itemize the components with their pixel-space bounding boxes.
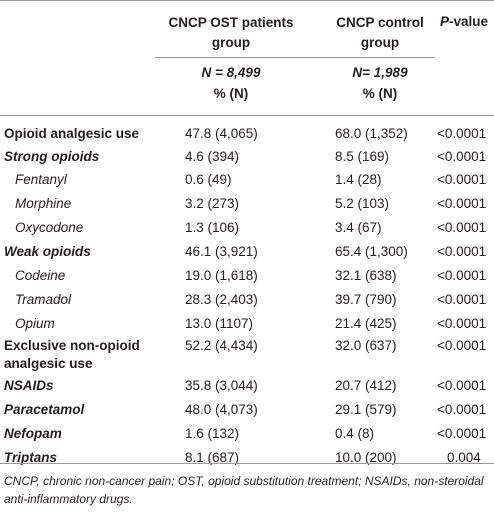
n1-label: N <box>201 65 212 80</box>
row-value-control: 1.4 (28) <box>335 172 382 187</box>
row-label: Morphine <box>15 196 72 211</box>
row-value-control: 32.0 (637) <box>335 338 397 353</box>
row-value-control: 5.2 (103) <box>335 196 390 211</box>
row-p-value: <0.0001 <box>437 316 487 331</box>
row-value-control: 0.4 (8) <box>335 426 375 441</box>
row-p-value: <0.0001 <box>437 172 487 187</box>
n2-value: = 1,989 <box>362 65 408 80</box>
row-value-control: 10.0 (200) <box>335 450 397 465</box>
row-value-ost: 8.1 (687) <box>185 450 240 465</box>
row-value-control: 29.1 (579) <box>335 402 397 417</box>
row-value-control: 65.4 (1,300) <box>335 244 408 259</box>
row-label: Exclusive non-opioid analgesic use <box>4 338 140 371</box>
row-value-ost: 28.3 (2,403) <box>185 292 258 307</box>
row-label: Strong opioids <box>4 149 100 164</box>
row-value-control: 68.0 (1,352) <box>335 126 408 141</box>
row-value-ost: 46.1 (3,921) <box>185 244 258 259</box>
row-value-ost: 19.0 (1,618) <box>185 268 258 283</box>
row-p-value: <0.0001 <box>437 244 487 259</box>
header-p-italic: P <box>439 14 449 29</box>
row-label: Triptans <box>4 450 58 465</box>
unit1-text: % (N) <box>213 86 249 101</box>
row-p-value: <0.0001 <box>437 378 487 393</box>
row-label: Oxycodone <box>15 220 84 235</box>
row-value-control: 8.5 (169) <box>335 149 390 164</box>
top-rule <box>0 0 494 1</box>
row-value-control: 20.7 (412) <box>335 378 397 393</box>
n-col1: N = 8,499 <box>155 64 307 82</box>
row-label: Codeine <box>15 268 66 283</box>
row-p-value: <0.0001 <box>437 292 487 307</box>
row-value-control: 32.1 (638) <box>335 268 397 283</box>
row-label: Opioid analgesic use <box>4 126 140 141</box>
n-col2: N= 1,989 <box>304 64 456 82</box>
row-p-value: <0.0001 <box>437 220 487 235</box>
table-footnote: CNCP, chronic non-cancer pain; OST, opio… <box>4 474 484 506</box>
bottom-rule <box>0 463 494 464</box>
row-value-ost: 4.6 (394) <box>185 149 240 164</box>
row-label: NSAIDs <box>4 378 54 393</box>
header-rule <box>155 57 435 58</box>
row-p-value: <0.0001 <box>437 268 487 283</box>
unit-col1: % (N) <box>155 85 307 103</box>
row-p-value: <0.0001 <box>437 126 487 141</box>
row-label: Tramadol <box>15 292 72 307</box>
header-col2: CNCP control group <box>330 13 430 53</box>
row-p-value: 0.004 <box>447 450 481 465</box>
row-value-ost: 35.8 (3,044) <box>185 378 258 393</box>
row-value-ost: 47.8 (4,065) <box>185 126 258 141</box>
header-col2-text: CNCP control group <box>336 15 424 50</box>
row-value-ost: 3.2 (273) <box>185 196 240 211</box>
row-p-value: <0.0001 <box>437 402 487 417</box>
row-label: Nefopam <box>4 426 62 441</box>
unit-col2: % (N) <box>304 85 456 103</box>
header-col3: P-value <box>435 13 493 31</box>
row-p-value: <0.0001 <box>437 426 487 441</box>
row-label: Fentanyl <box>15 172 67 187</box>
row-p-value: <0.0001 <box>437 196 487 211</box>
row-label: Weak opioids <box>4 244 91 259</box>
row-p-value: <0.0001 <box>437 149 487 164</box>
n1-value: = 8,499 <box>211 65 261 80</box>
header-p-rest: -value <box>448 14 489 29</box>
row-value-control: 39.7 (790) <box>335 292 397 307</box>
row-value-ost: 52.2 (4,434) <box>185 338 258 353</box>
row-p-value: <0.0001 <box>437 338 487 353</box>
row-value-control: 3.4 (67) <box>335 220 382 235</box>
row-label: Opium <box>15 316 55 331</box>
unit2-text: % (N) <box>362 86 398 101</box>
row-value-ost: 1.6 (132) <box>185 426 240 441</box>
n2-label: N <box>352 65 363 80</box>
row-value-ost: 1.3 (106) <box>185 220 240 235</box>
row-value-control: 21.4 (425) <box>335 316 397 331</box>
row-label: Paracetamol <box>4 402 85 417</box>
header-col1: CNCP OST patients group <box>155 13 307 53</box>
row-value-ost: 0.6 (49) <box>185 172 232 187</box>
row-value-ost: 48.0 (4,073) <box>185 402 258 417</box>
header-bottom-rule <box>0 115 494 116</box>
header-col1-text: CNCP OST patients group <box>168 15 294 50</box>
row-value-ost: 13.0 (1107) <box>185 316 254 331</box>
